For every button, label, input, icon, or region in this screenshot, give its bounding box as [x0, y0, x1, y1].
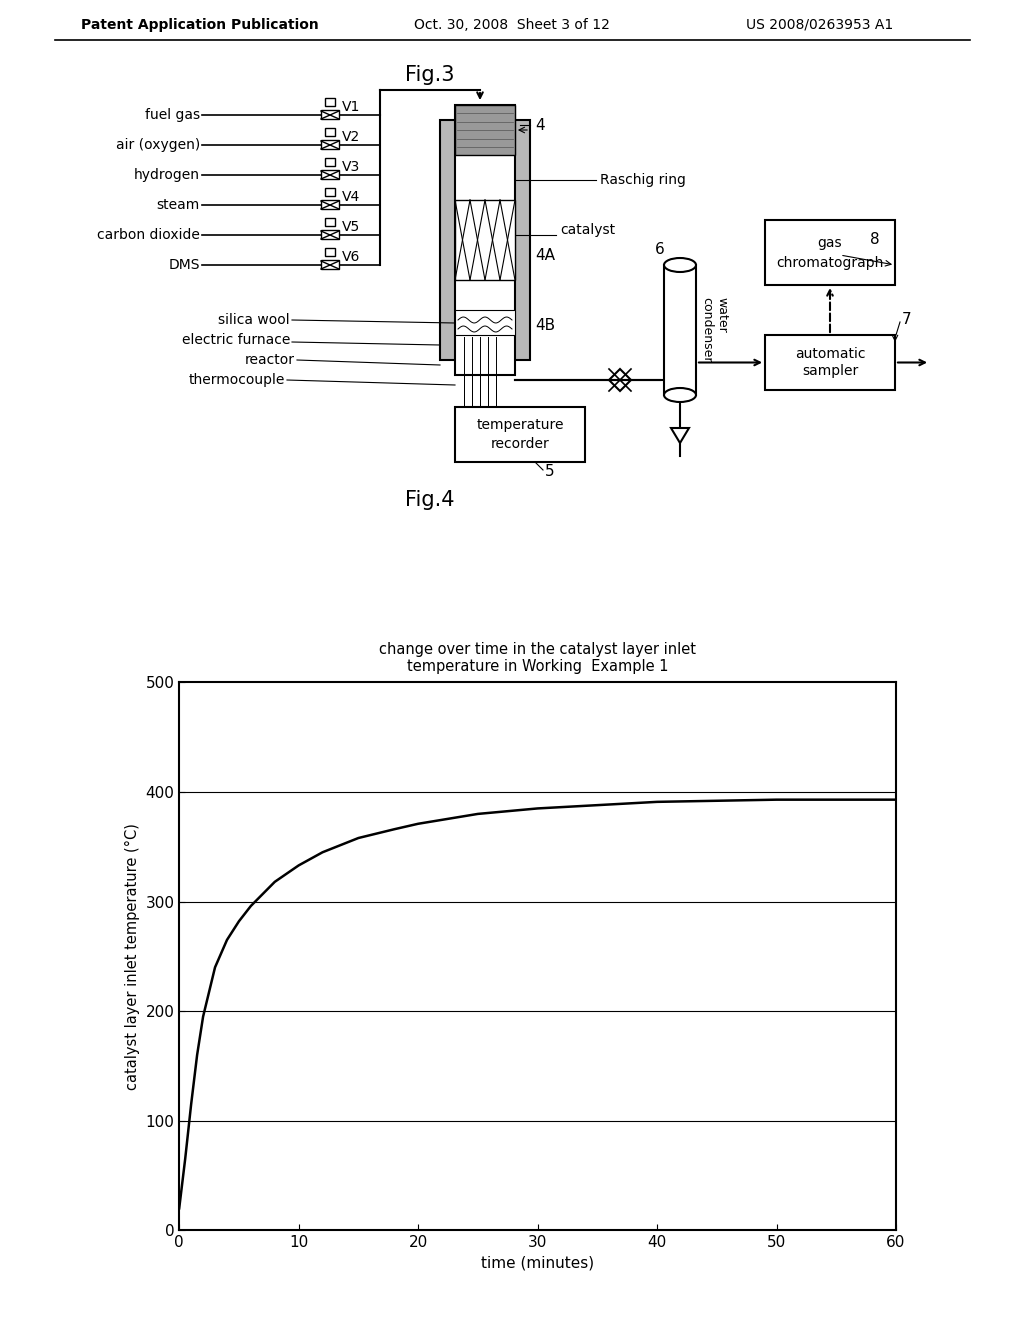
Text: US 2008/0263953 A1: US 2008/0263953 A1: [746, 18, 894, 32]
Y-axis label: catalyst layer inlet temperature (°C): catalyst layer inlet temperature (°C): [125, 822, 140, 1090]
Text: 4: 4: [535, 117, 545, 132]
Text: hydrogen: hydrogen: [134, 168, 200, 182]
Bar: [455, 407, 585, 462]
Bar: [325, 248, 335, 256]
Bar: [765, 220, 895, 285]
Text: V3: V3: [342, 160, 360, 174]
Text: water
condenser: water condenser: [700, 297, 728, 363]
Ellipse shape: [664, 257, 696, 272]
Text: 5: 5: [545, 465, 555, 479]
Text: V4: V4: [342, 190, 360, 205]
Text: automatic: automatic: [795, 346, 865, 360]
X-axis label: time (minutes): time (minutes): [481, 1255, 594, 1271]
Bar: [321, 140, 339, 149]
Bar: [321, 201, 339, 209]
Bar: [664, 265, 696, 395]
Text: Fig.3: Fig.3: [406, 65, 455, 84]
Text: Raschig ring: Raschig ring: [600, 173, 686, 187]
Bar: [455, 310, 515, 335]
Text: steam: steam: [157, 198, 200, 213]
Ellipse shape: [664, 388, 696, 403]
Text: V1: V1: [342, 100, 360, 114]
Bar: [325, 187, 335, 195]
Bar: [455, 106, 515, 375]
Text: 4B: 4B: [535, 318, 555, 333]
Bar: [325, 98, 335, 106]
Text: gas: gas: [818, 235, 843, 249]
Text: sampler: sampler: [802, 364, 858, 379]
Text: temperature: temperature: [476, 418, 564, 433]
Text: 8: 8: [870, 232, 880, 248]
Text: 4A: 4A: [535, 248, 555, 263]
Bar: [325, 158, 335, 166]
Text: V2: V2: [342, 129, 360, 144]
Title: change over time in the catalyst layer inlet
temperature in Working  Example 1: change over time in the catalyst layer i…: [379, 642, 696, 675]
Bar: [321, 110, 339, 119]
Polygon shape: [671, 428, 689, 444]
Text: electric furnace: electric furnace: [181, 333, 290, 347]
Text: Oct. 30, 2008  Sheet 3 of 12: Oct. 30, 2008 Sheet 3 of 12: [414, 18, 610, 32]
Bar: [325, 128, 335, 136]
Text: V6: V6: [342, 249, 360, 264]
Text: chromatograph: chromatograph: [776, 256, 884, 269]
Text: recorder: recorder: [490, 437, 549, 450]
Bar: [455, 106, 515, 154]
Text: 7: 7: [902, 313, 911, 327]
Text: Patent Application Publication: Patent Application Publication: [81, 18, 318, 32]
Text: catalyst: catalyst: [560, 223, 615, 238]
Text: air (oxygen): air (oxygen): [116, 139, 200, 152]
Bar: [321, 260, 339, 269]
Bar: [765, 335, 895, 389]
Bar: [455, 201, 515, 280]
Text: carbon dioxide: carbon dioxide: [97, 228, 200, 242]
Bar: [321, 170, 339, 180]
Text: reactor: reactor: [245, 352, 295, 367]
Text: fuel gas: fuel gas: [144, 108, 200, 121]
Bar: [321, 230, 339, 239]
Text: Fig.4: Fig.4: [406, 490, 455, 510]
Bar: [440, 120, 530, 360]
Text: silica wool: silica wool: [218, 313, 290, 327]
Text: thermocouple: thermocouple: [188, 374, 285, 387]
Text: V5: V5: [342, 220, 360, 234]
Text: 6: 6: [655, 243, 665, 257]
Text: DMS: DMS: [169, 257, 200, 272]
Bar: [325, 218, 335, 226]
